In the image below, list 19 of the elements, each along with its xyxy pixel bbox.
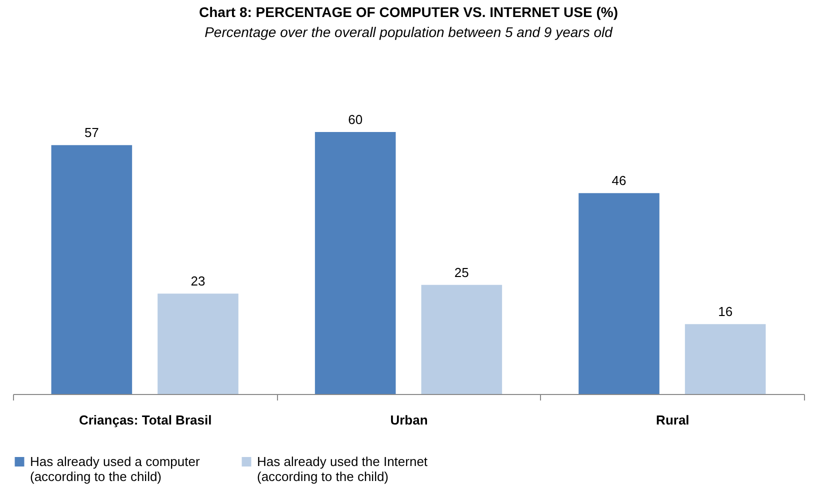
data-label: 60 <box>348 112 363 127</box>
data-label: 16 <box>718 304 733 320</box>
data-label: 57 <box>84 125 99 140</box>
data-label: 23 <box>190 274 206 289</box>
legend-label: Has already used a computer (according to the child) <box>30 454 200 484</box>
chart-subtitle: Percentage over the overall population between 5 and 9 years old <box>204 24 614 40</box>
legend-label: Has already used the Internet (according to the child) <box>257 454 428 484</box>
bar <box>158 294 238 394</box>
x-tick-label: Urban <box>390 412 428 428</box>
bar <box>421 284 502 394</box>
data-label: 46 <box>612 173 626 188</box>
bar <box>578 193 660 394</box>
x-tick-label: Crianças: Total Brasil <box>78 412 212 428</box>
chart-title: Chart 8: PERCENTAGE OF COMPUTER VS. INTERNET USE (%) <box>199 4 618 20</box>
bar <box>51 145 132 394</box>
data-label: 25 <box>454 264 469 280</box>
bar <box>684 324 766 394</box>
x-tick-label: Rural <box>656 412 690 428</box>
bar <box>314 132 396 394</box>
